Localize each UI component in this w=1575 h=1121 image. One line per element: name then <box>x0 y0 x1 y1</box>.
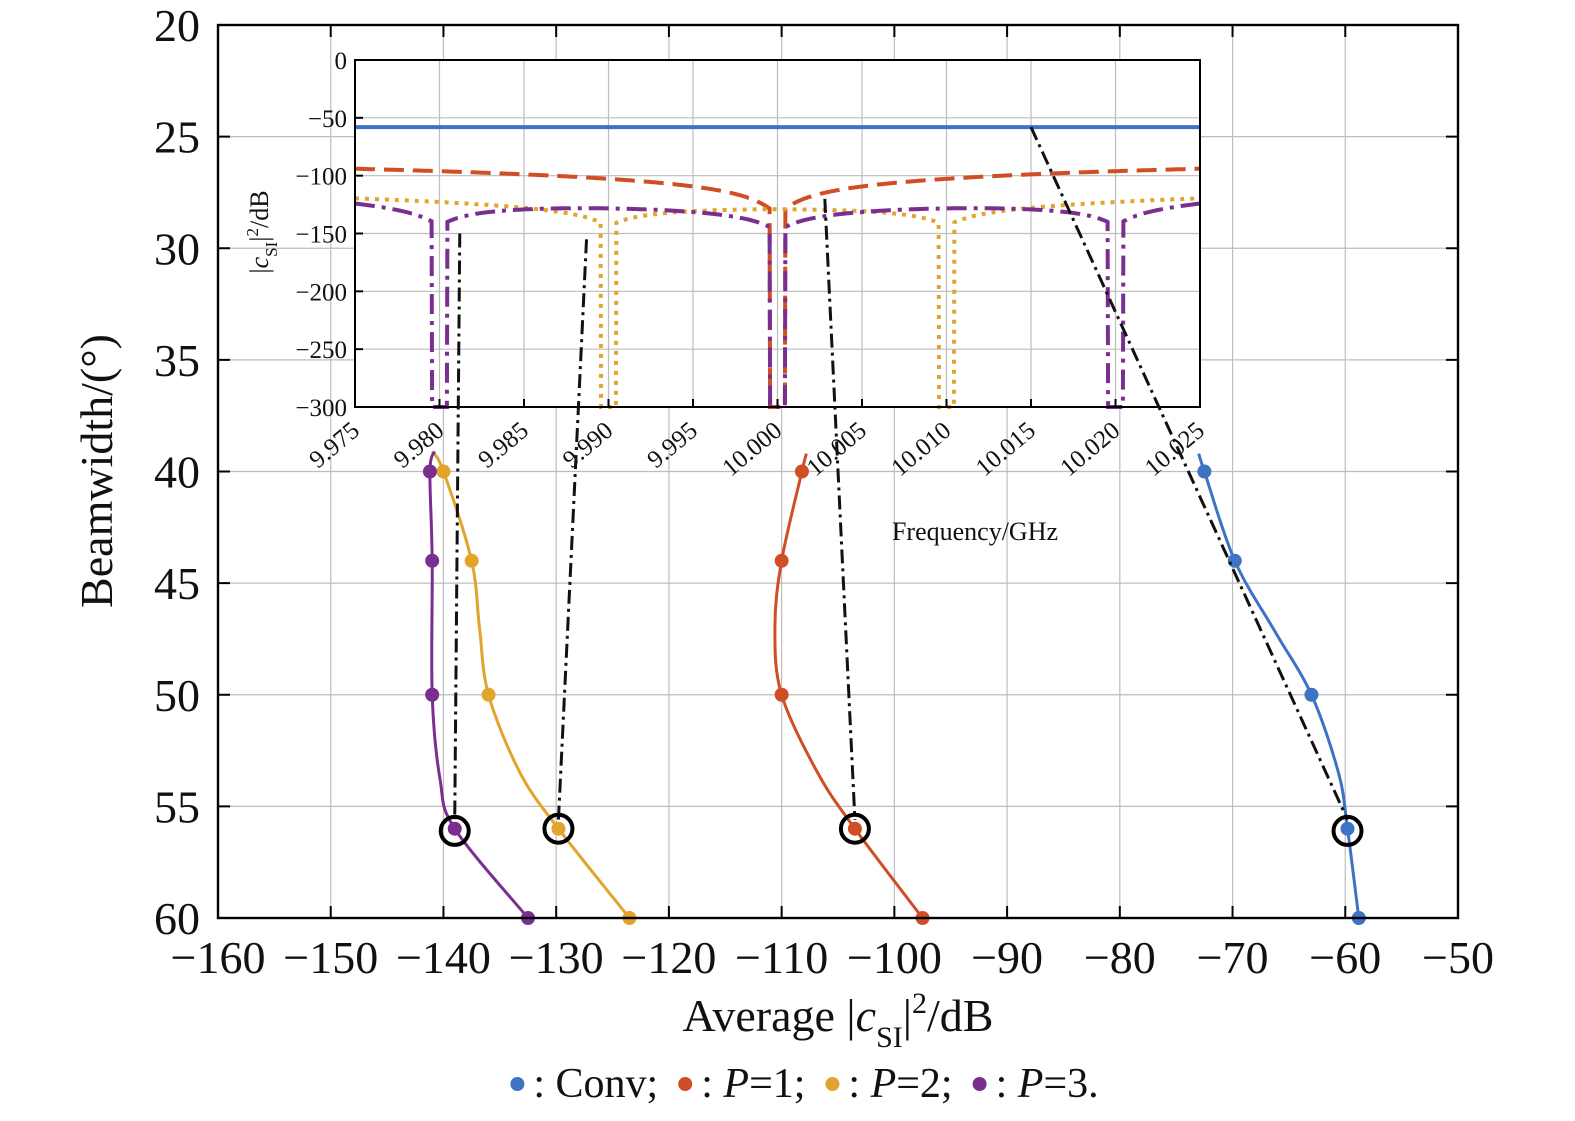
main-x-tick-label: −60 <box>1309 932 1381 983</box>
legend-italic-p3: P <box>1017 1061 1044 1107</box>
legend-italic-p1: P <box>722 1061 749 1107</box>
main-x-tick-label: −50 <box>1422 932 1494 983</box>
legend: : Conv; : P=1; : P=2; : P=3. <box>510 1061 1099 1107</box>
callout-line <box>453 233 462 820</box>
inset-y-tick-label: −200 <box>295 279 347 306</box>
main-point-p1 <box>774 687 789 702</box>
main-point-p2 <box>551 821 566 836</box>
legend-value-conv: Conv; <box>556 1061 659 1107</box>
legend-value-p2: =2; <box>896 1061 952 1107</box>
main-point-conv <box>1227 553 1242 568</box>
main-y-tick-label: 60 <box>154 893 200 944</box>
main-point-p1 <box>794 464 809 479</box>
inset-ticks <box>354 59 1201 408</box>
inset-series-line-p2 <box>355 196 1200 409</box>
main-x-tick-label: −70 <box>1197 932 1269 983</box>
main-point-p3 <box>425 553 440 568</box>
main-x-tick-label: −120 <box>621 932 716 983</box>
main-y-tick-label: 55 <box>154 781 200 832</box>
main-y-tick-label: 20 <box>154 0 200 51</box>
callout-line <box>556 239 589 820</box>
main-point-conv <box>1197 464 1212 479</box>
main-y-tick-label: 50 <box>154 670 200 721</box>
main-series <box>422 450 1366 925</box>
callout-line <box>823 198 857 820</box>
legend-text: : Conv; : P=1; : P=2; : P=3. <box>512 1061 1098 1107</box>
main-point-p2 <box>464 553 479 568</box>
callout-lines <box>453 126 1349 821</box>
highlight-ring <box>542 812 575 845</box>
inset-y-tick-label: −250 <box>295 337 347 364</box>
main-point-p3 <box>425 687 440 702</box>
inset-y-tick-label: −100 <box>295 164 347 191</box>
legend-italic-p2: P <box>870 1061 897 1107</box>
legend-label-p1: : <box>701 1061 723 1107</box>
main-ticks <box>217 24 1459 919</box>
inset-x-axis-title: Frequency/GHz <box>892 517 1058 546</box>
inset-y-tick-label: −50 <box>308 106 347 133</box>
main-x-tick-label: −100 <box>847 932 942 983</box>
main-x-tick-label: −140 <box>396 932 491 983</box>
main-point-p1 <box>774 553 789 568</box>
main-x-tick-label: −90 <box>971 932 1043 983</box>
main-y-axis-title: Beamwidth/(°) <box>71 334 122 608</box>
highlight-rings <box>438 812 1364 847</box>
legend-label-p2: : <box>848 1061 870 1107</box>
main-y-tick-labels: 20 25 30 35 40 45 50 55 60 <box>154 0 200 944</box>
legend-label-conv: : <box>533 1061 555 1107</box>
inset-y-tick-label: 0 <box>335 48 348 75</box>
main-y-tick-label: 30 <box>154 223 200 274</box>
main-x-tick-label: −150 <box>283 932 378 983</box>
main-y-tick-label: 35 <box>154 335 200 386</box>
legend-marker-p2 <box>825 1077 840 1091</box>
inset-y-tick-label: −150 <box>295 222 347 249</box>
main-x-tick-labels: −160 −150 −140 −130 −120 −110 −100 −90 −80 −70 −60… <box>171 932 1494 983</box>
main-x-tick-label: −130 <box>509 932 604 983</box>
legend-marker-p3 <box>972 1077 987 1091</box>
main-point-p2 <box>436 464 451 479</box>
inset-y-tick-label: −300 <box>295 395 347 422</box>
legend-label-p3: : <box>996 1061 1018 1107</box>
main-x-tick-label: −80 <box>1084 932 1156 983</box>
callout-line <box>1029 126 1349 821</box>
main-x-tick-label: −110 <box>735 932 828 983</box>
main-x-tick-label: −160 <box>171 932 266 983</box>
highlight-ring <box>1331 814 1364 847</box>
legend-value-p1: =1; <box>749 1061 805 1107</box>
main-point-p2 <box>481 687 496 702</box>
main-y-tick-label: 45 <box>154 558 200 609</box>
main-y-tick-label: 40 <box>154 447 200 498</box>
main-y-tick-label: 25 <box>154 112 200 163</box>
main-point-conv <box>1340 821 1355 836</box>
main-point-p1 <box>847 821 862 836</box>
legend-value-p3: =3. <box>1043 1061 1098 1107</box>
legend-marker-p1 <box>678 1077 693 1091</box>
highlight-ring <box>438 814 471 847</box>
main-point-p3 <box>447 821 462 836</box>
inset-y-tick-labels: 0 −50 −100 −150 −200 −250 −300 <box>295 48 347 422</box>
highlight-ring <box>838 812 871 845</box>
main-point-conv <box>1304 687 1319 702</box>
inset-y-axis-title: |cSI|2/dB <box>243 190 281 273</box>
main-point-p3 <box>422 464 437 479</box>
main-x-axis-title: Average |cSI|2/dB <box>683 987 994 1054</box>
legend-marker-conv <box>510 1077 525 1091</box>
